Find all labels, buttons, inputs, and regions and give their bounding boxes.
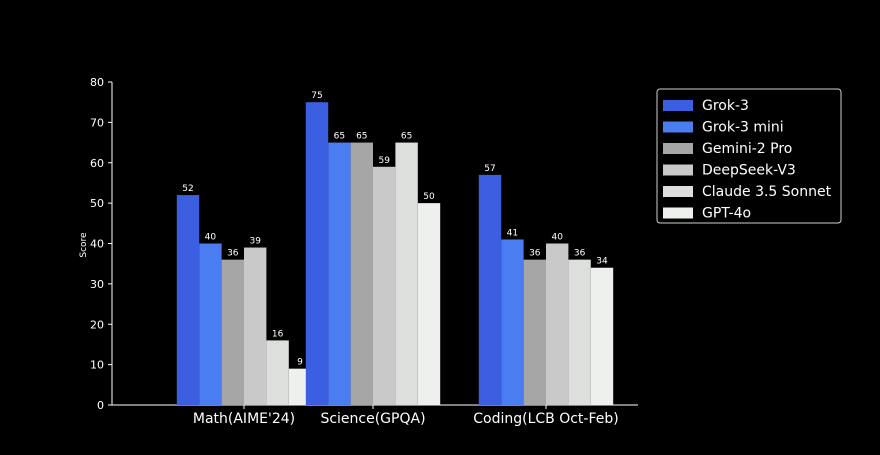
bar xyxy=(199,243,222,405)
data-label: 9 xyxy=(297,358,303,368)
y-axis-label: Score xyxy=(79,232,89,258)
bar xyxy=(328,142,351,405)
data-label: 36 xyxy=(529,249,541,259)
y-tick-label: 20 xyxy=(90,318,104,331)
axes: 0 10 20 30 40 50 60 70 80 Math(AIME'24) Science(GP… xyxy=(90,76,638,427)
data-label: 36 xyxy=(574,249,586,259)
legend-swatch xyxy=(663,121,693,133)
bar xyxy=(305,102,329,405)
bar xyxy=(478,174,502,405)
bar xyxy=(568,259,591,405)
x-tick-label: Coding(LCB Oct-Feb) xyxy=(473,411,618,427)
legend-swatch xyxy=(663,143,693,154)
bar xyxy=(288,368,312,405)
bar xyxy=(501,239,524,405)
legend-label: GPT-4o xyxy=(702,206,751,222)
data-label: 52 xyxy=(182,184,193,194)
y-tick-label: 70 xyxy=(90,116,104,129)
data-label: 40 xyxy=(551,233,563,243)
data-label: 65 xyxy=(356,132,367,142)
legend: Grok-3 Grok-3 mini Gemini-2 Pro DeepSeek-V3… xyxy=(656,88,842,224)
legend-label: DeepSeek-V3 xyxy=(702,163,796,179)
legend-swatch xyxy=(663,186,693,197)
data-label: 40 xyxy=(205,233,217,243)
x-tick-label: Math(AIME'24) xyxy=(193,411,295,427)
bar xyxy=(350,142,373,405)
legend-swatch xyxy=(663,207,693,219)
y-tick-label: 10 xyxy=(90,359,104,372)
data-label: 41 xyxy=(507,228,518,238)
bars: 52 40 36 39 16 9 75 65 65 59 65 50 57 41 36 40 36 34 xyxy=(176,91,614,405)
data-label: 59 xyxy=(378,156,390,166)
data-label: 65 xyxy=(401,132,412,142)
data-label: 39 xyxy=(249,237,261,247)
data-label: 57 xyxy=(484,164,495,174)
y-tick-label: 60 xyxy=(90,157,104,170)
bar xyxy=(221,259,244,405)
y-tick-label: 50 xyxy=(90,197,104,210)
legend-label: Gemini-2 Pro xyxy=(702,141,792,157)
bar xyxy=(176,195,200,405)
data-label: 75 xyxy=(311,91,322,101)
legend-label: Grok-3 xyxy=(702,98,749,114)
data-label: 65 xyxy=(334,132,345,142)
bar xyxy=(266,340,289,405)
data-label: 36 xyxy=(227,249,239,259)
data-label: 34 xyxy=(596,257,608,267)
data-label: 16 xyxy=(272,329,284,339)
y-tick-label: 80 xyxy=(90,76,104,89)
x-tick-label: Science(GPQA) xyxy=(320,411,425,427)
y-tick-label: 30 xyxy=(90,278,104,291)
y-tick-label: 0 xyxy=(97,399,104,412)
legend-label: Grok-3 mini xyxy=(702,120,784,136)
data-label: 50 xyxy=(423,192,435,202)
legend-swatch xyxy=(663,164,693,176)
legend-box xyxy=(656,88,842,224)
bar xyxy=(244,247,267,405)
bar xyxy=(546,243,569,405)
y-tick-label: 40 xyxy=(90,238,104,251)
bar xyxy=(395,142,418,405)
bar xyxy=(373,166,396,405)
bar xyxy=(417,203,441,405)
bar xyxy=(523,259,546,405)
legend-label: Claude 3.5 Sonnet xyxy=(702,184,832,200)
legend-swatch xyxy=(663,100,693,111)
bar xyxy=(590,267,614,405)
